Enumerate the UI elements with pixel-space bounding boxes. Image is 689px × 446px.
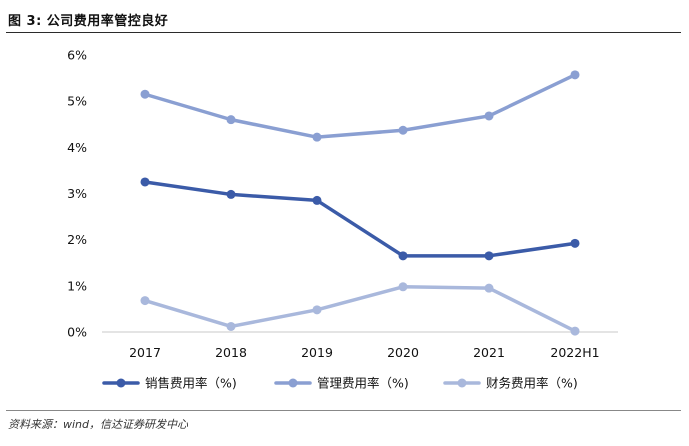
line-chart: 0% 1% 2% 3% 4% 5% 6% 2017 2018 2019 2020 2021 2022H1…	[67, 48, 618, 391]
data-point	[226, 189, 236, 199]
figure-title: 图 3: 公司费用率管控良好	[8, 14, 169, 29]
legend-swatch-marker	[457, 378, 467, 388]
x-tick-label: 2020	[387, 345, 419, 360]
series-line	[143, 285, 577, 333]
data-point	[570, 238, 580, 248]
data-point	[398, 125, 408, 135]
data-point	[312, 195, 322, 205]
data-point	[570, 326, 580, 336]
legend-swatch-marker	[116, 378, 126, 388]
x-tick-label: 2022H1	[550, 345, 599, 360]
data-point	[312, 305, 322, 315]
y-tick-label: 5%	[67, 94, 87, 109]
x-tick-label: 2021	[473, 345, 505, 360]
data-point	[140, 296, 150, 306]
title-divider	[6, 32, 681, 33]
legend-label: 财务费用率（%)	[486, 376, 578, 391]
y-tick-label: 6%	[67, 48, 87, 63]
legend-label: 销售费用率（%)	[145, 376, 237, 391]
data-point	[226, 115, 236, 125]
x-tick-label: 2019	[301, 345, 333, 360]
data-point	[312, 132, 322, 142]
series-line	[143, 180, 577, 258]
data-point	[398, 282, 408, 292]
data-point	[484, 111, 494, 121]
y-tick-label: 1%	[67, 278, 87, 293]
source-divider	[6, 410, 681, 411]
data-point	[140, 177, 150, 187]
y-tick-label: 3%	[67, 186, 87, 201]
data-point	[484, 283, 494, 293]
data-point	[398, 251, 408, 261]
source-note: 资料来源：wind，信达证券研发中心	[8, 418, 189, 431]
series-line	[143, 73, 577, 139]
y-tick-label: 2%	[67, 232, 87, 247]
data-point	[484, 251, 494, 261]
y-tick-label: 4%	[67, 140, 87, 155]
legend-label: 管理费用率（%)	[317, 376, 409, 391]
data-point	[140, 89, 150, 99]
data-point	[226, 321, 236, 331]
y-tick-label: 0%	[67, 325, 87, 340]
data-point	[570, 70, 580, 80]
x-tick-label: 2017	[129, 345, 161, 360]
legend-swatch-marker	[288, 378, 298, 388]
x-tick-label: 2018	[215, 345, 247, 360]
